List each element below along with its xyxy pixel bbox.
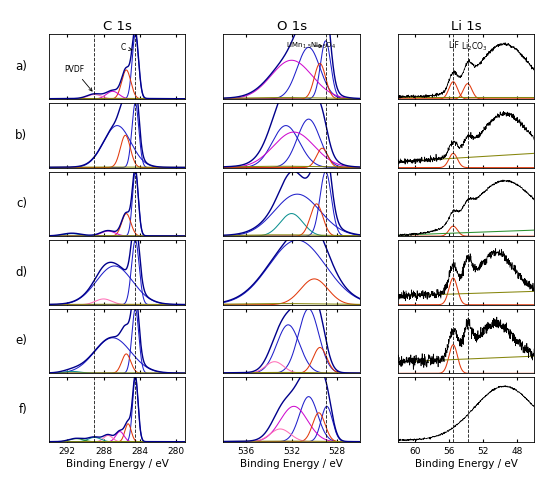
Text: LiF: LiF (448, 41, 459, 50)
Title: C 1s: C 1s (103, 20, 131, 33)
Title: Li 1s: Li 1s (451, 20, 481, 33)
X-axis label: Binding Energy / eV: Binding Energy / eV (240, 459, 343, 468)
Text: d): d) (15, 266, 27, 279)
Title: O 1s: O 1s (276, 20, 307, 33)
Text: PVDF: PVDF (64, 65, 92, 91)
X-axis label: Binding Energy / eV: Binding Energy / eV (66, 459, 168, 468)
Text: f): f) (19, 403, 27, 416)
Text: c): c) (16, 197, 27, 210)
Text: e): e) (15, 334, 27, 348)
Text: C: C (121, 44, 132, 53)
X-axis label: Binding Energy / eV: Binding Energy / eV (415, 459, 517, 468)
Text: Li$_2$CO$_3$: Li$_2$CO$_3$ (461, 41, 488, 54)
Text: LiMn$_{1.5}$Ni$_{0.5}$O$_4$: LiMn$_{1.5}$Ni$_{0.5}$O$_4$ (286, 41, 336, 51)
Text: b): b) (15, 129, 27, 142)
Text: a): a) (15, 60, 27, 73)
